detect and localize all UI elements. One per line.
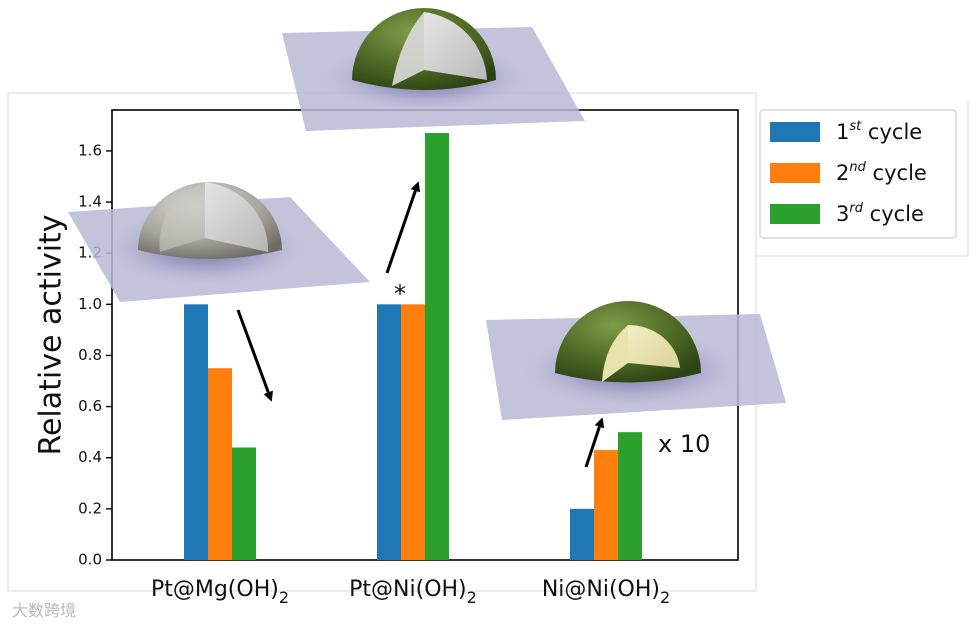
legend-swatch-cycle3 — [770, 204, 820, 224]
y-tick-label: 1.0 — [78, 295, 102, 313]
legend-swatch-cycle1 — [770, 122, 820, 142]
bar-ptmgoh-cycle3 — [232, 447, 256, 560]
green-hemisphere-top-illustration — [282, 8, 585, 131]
legend-label-cycle3: 3rd cycle — [836, 201, 924, 226]
legend-swatch-cycle2 — [770, 163, 820, 183]
bar-ninioh-cycle3 — [618, 432, 642, 560]
legend: 1st cycle 2nd cycle 3rd cycle — [759, 109, 957, 239]
bar-ptmgoh-cycle2 — [208, 368, 232, 560]
y-tick-label: 0.8 — [78, 346, 102, 364]
y-axis-title: Relative activity — [34, 214, 69, 455]
bars — [184, 133, 642, 561]
y-tick-label: 1.6 — [78, 141, 102, 159]
star-annotation: * — [394, 280, 406, 308]
scale-annotation: x 10 — [658, 430, 710, 458]
y-axis: 0.00.20.40.60.81.01.21.41.6 — [78, 141, 112, 569]
x-category-label: Pt@Ni(OH)2 — [349, 577, 477, 607]
bar-ninioh-cycle2 — [594, 450, 618, 560]
y-tick-label: 0.4 — [78, 448, 102, 466]
bar-ptnioh-cycle2 — [401, 304, 425, 560]
arrow-increase-middle — [385, 181, 421, 274]
bar-ptmgoh-cycle1 — [184, 304, 208, 560]
y-tick-label: 0.2 — [78, 499, 102, 517]
y-tick-label: 0.0 — [78, 551, 102, 569]
bar-ptnioh-cycle3 — [425, 133, 449, 561]
grey-hemisphere-illustration — [68, 182, 370, 302]
legend-label-cycle1: 1st cycle — [836, 119, 922, 144]
legend-label-cycle2: 2nd cycle — [836, 160, 927, 185]
arrow-decrease — [236, 309, 273, 402]
arrow-increase-right — [584, 417, 605, 468]
bar-ninioh-cycle1 — [570, 508, 594, 560]
x-category-label: Pt@Mg(OH)2 — [151, 577, 289, 607]
y-tick-label: 1.4 — [78, 193, 102, 211]
x-category-label: Ni@Ni(OH)2 — [542, 577, 670, 607]
green-hemisphere-core-illustration — [486, 301, 786, 420]
x-axis-labels: Pt@Mg(OH)2 Pt@Ni(OH)2 Ni@Ni(OH)2 — [151, 577, 670, 607]
bar-ptnioh-cycle1 — [377, 304, 401, 560]
y-tick-label: 0.6 — [78, 397, 102, 415]
watermark: 大数跨境 — [12, 601, 76, 620]
